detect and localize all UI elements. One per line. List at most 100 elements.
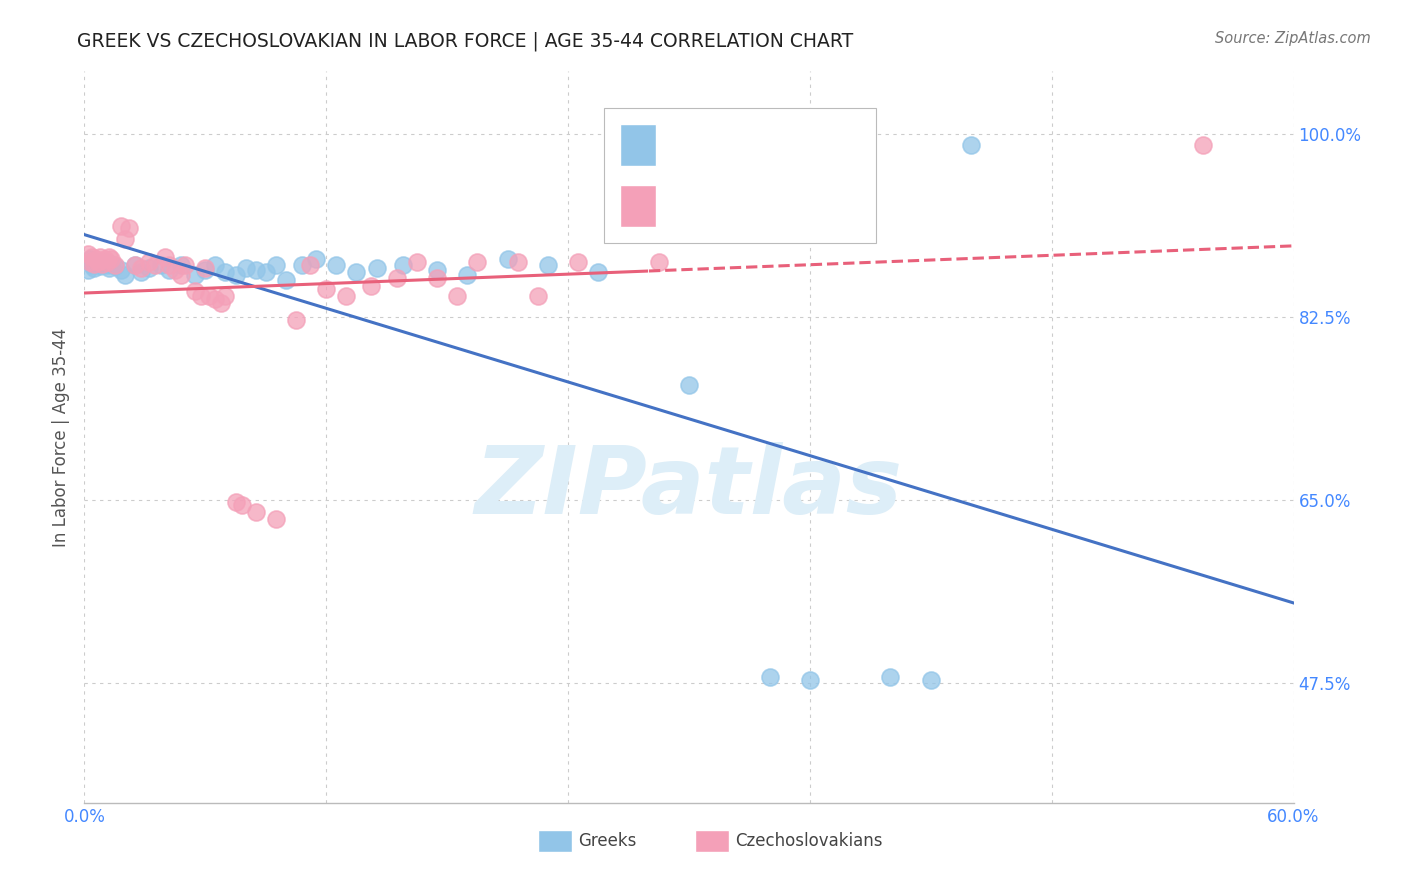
Point (204, 258, 226, 272)
Point (77, 247, 100, 261)
Point (91, 257, 114, 271)
Text: R =: R = (668, 130, 711, 148)
Point (648, 254, 671, 268)
Point (93, 254, 115, 268)
Point (254, 265, 277, 279)
Text: Source: ZipAtlas.com: Source: ZipAtlas.com (1215, 31, 1371, 46)
Point (93, 252, 115, 267)
Point (391, 258, 413, 272)
Point (96, 254, 118, 268)
Point (86, 257, 108, 271)
Point (100, 252, 122, 267)
Point (82, 251, 104, 265)
Point (214, 265, 236, 279)
Point (456, 268, 478, 282)
Point (264, 258, 287, 272)
Y-axis label: In Labor Force | Age 35-44: In Labor Force | Age 35-44 (52, 327, 70, 547)
Point (194, 260, 217, 275)
Point (506, 254, 529, 268)
Bar (620, 185, 657, 227)
Point (335, 289, 357, 303)
Point (204, 292, 226, 306)
FancyBboxPatch shape (605, 108, 876, 244)
Point (129, 265, 152, 279)
Text: N =: N = (783, 192, 848, 210)
Point (114, 231, 136, 245)
Point (184, 284, 207, 298)
Text: -0.127: -0.127 (717, 130, 782, 148)
Point (235, 260, 257, 275)
Point (157, 258, 180, 272)
Text: Greeks: Greeks (578, 832, 636, 850)
Point (153, 251, 176, 265)
Point (104, 259, 127, 273)
Point (366, 260, 388, 275)
Text: 49: 49 (852, 130, 875, 148)
Text: GREEK VS CZECHOSLOVAKIAN IN LABOR FORCE | AGE 35-44 CORRELATION CHART: GREEK VS CZECHOSLOVAKIAN IN LABOR FORCE … (77, 31, 853, 51)
Point (360, 278, 382, 293)
Point (274, 273, 297, 287)
Point (299, 258, 322, 272)
Point (118, 221, 141, 235)
Point (97, 251, 120, 265)
Point (83, 260, 105, 275)
Point (879, 670, 901, 684)
Point (758, 670, 780, 684)
Point (100, 257, 122, 271)
Point (97, 260, 120, 275)
Point (143, 258, 166, 272)
Point (198, 289, 221, 303)
Point (174, 258, 197, 272)
Point (149, 258, 172, 272)
Point (305, 252, 328, 267)
Point (190, 289, 212, 303)
Point (1192, 137, 1215, 152)
Bar (620, 124, 657, 167)
Point (537, 258, 560, 272)
Point (245, 263, 267, 277)
Point (225, 268, 247, 282)
Point (82, 258, 104, 272)
Point (496, 252, 519, 267)
Point (157, 263, 180, 277)
Point (315, 282, 337, 296)
Text: Czechoslovakians: Czechoslovakians (735, 832, 883, 850)
Point (588, 265, 610, 279)
Point (920, 673, 942, 687)
Point (87, 254, 110, 268)
Point (104, 258, 127, 272)
Point (89, 259, 111, 273)
Point (110, 263, 132, 277)
Point (110, 219, 132, 233)
Point (960, 137, 983, 152)
Point (79, 252, 101, 267)
Point (83, 257, 105, 271)
Point (124, 258, 146, 272)
Point (138, 254, 160, 268)
Point (214, 289, 236, 303)
Point (426, 271, 449, 285)
Point (285, 313, 308, 327)
Point (527, 289, 550, 303)
Text: 53: 53 (852, 192, 875, 210)
Point (87, 254, 110, 268)
Bar (695, 830, 728, 852)
Bar (538, 830, 572, 852)
Point (209, 296, 232, 310)
Text: N =: N = (783, 130, 848, 148)
Text: ZIPatlas: ZIPatlas (475, 442, 903, 534)
Point (96, 258, 118, 272)
Point (77, 263, 100, 277)
Point (129, 260, 152, 275)
Point (231, 498, 253, 512)
Point (91, 257, 114, 271)
Point (385, 271, 408, 285)
Point (124, 258, 146, 272)
Point (291, 258, 314, 272)
Point (165, 263, 187, 277)
Point (170, 268, 193, 282)
Point (467, 254, 489, 268)
Point (245, 505, 267, 519)
Point (264, 511, 287, 525)
Point (406, 254, 429, 268)
